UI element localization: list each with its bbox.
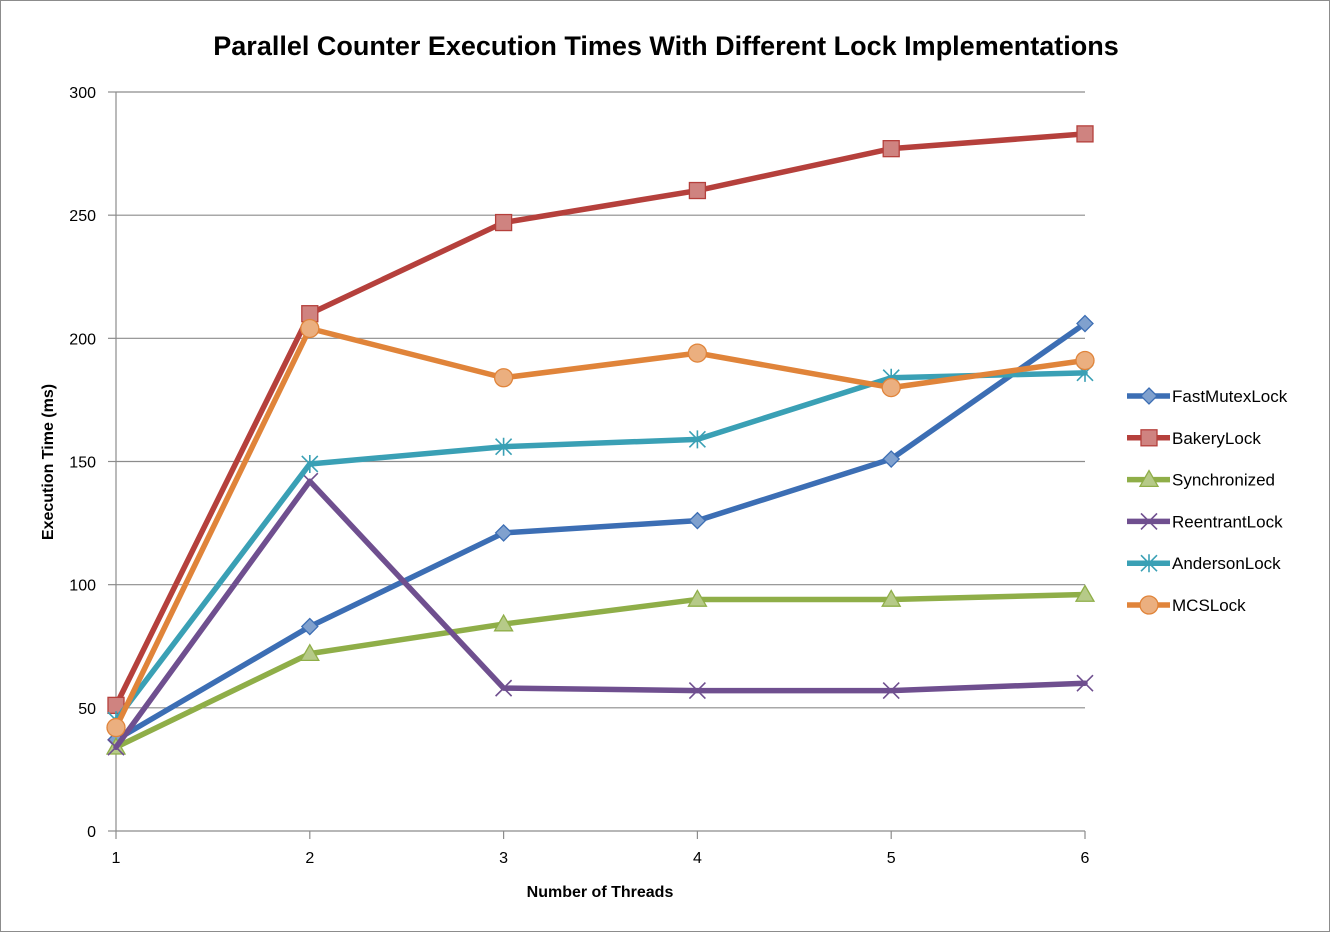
y-tick-label: 250 — [69, 208, 96, 225]
data-point — [882, 682, 900, 700]
legend-item: FastMutexLock — [1127, 387, 1288, 406]
legend-marker — [1140, 512, 1158, 530]
x-tick-label: 2 — [305, 850, 314, 867]
legend-label: MCSLock — [1172, 596, 1246, 615]
x-tick-label: 4 — [693, 850, 702, 867]
legend-label: Synchronized — [1172, 471, 1275, 490]
data-point — [688, 511, 707, 530]
y-tick-label: 200 — [69, 331, 96, 348]
legend-marker — [1139, 595, 1159, 615]
x-tick-labels: 1 2 3 4 5 6 — [112, 831, 1090, 867]
data-point — [688, 430, 706, 449]
legend-marker — [1140, 554, 1158, 573]
legend-item: MCSLock — [1127, 595, 1246, 615]
series-line — [113, 131, 1088, 709]
legend-item: AndersonLock — [1127, 554, 1281, 573]
y-tick-labels: 0 50 100 150 200 250 300 — [69, 85, 116, 841]
data-point — [300, 617, 319, 636]
data-point — [494, 524, 513, 542]
y-tick-label: 300 — [69, 85, 96, 102]
data-point — [493, 613, 514, 632]
legend-item: Synchronized — [1127, 469, 1275, 490]
legend-marker — [1140, 429, 1158, 447]
data-point — [494, 213, 513, 232]
data-point — [301, 472, 319, 490]
data-point — [495, 437, 513, 456]
data-point — [1076, 125, 1094, 143]
data-point — [1075, 350, 1095, 371]
series-mcslock — [106, 318, 1095, 738]
data-point — [687, 343, 708, 363]
data-point — [107, 738, 125, 756]
y-tick-label: 0 — [87, 824, 96, 841]
legend-label: FastMutexLock — [1172, 387, 1288, 406]
data-point — [299, 643, 320, 662]
data-point — [1076, 674, 1094, 692]
series-line — [113, 325, 1088, 731]
data-point — [493, 368, 514, 388]
x-tick-label: 5 — [887, 850, 896, 867]
series-line — [113, 370, 1088, 723]
legend-marker — [1138, 469, 1160, 488]
series-line — [113, 591, 1088, 750]
y-tick-label: 100 — [69, 578, 96, 595]
data-point — [688, 181, 707, 200]
legend-marker — [1140, 387, 1158, 405]
series-synchronized — [105, 584, 1096, 755]
series-reentrantlock — [107, 472, 1094, 756]
data-point — [495, 679, 513, 697]
data-point — [301, 454, 319, 473]
data-point — [882, 450, 901, 468]
data-point — [881, 377, 901, 398]
data-point — [882, 140, 900, 158]
data-point — [300, 318, 320, 339]
y-tick-label: 50 — [78, 701, 96, 718]
y-tick-label: 150 — [69, 455, 96, 472]
legend-item: BakeryLock — [1127, 429, 1261, 448]
series-bakerylock — [107, 125, 1094, 715]
legend: FastMutexLock BakeryLock Synchronized Reent… — [1127, 387, 1288, 615]
legend-label: BakeryLock — [1172, 429, 1261, 448]
x-tick-label: 1 — [112, 850, 121, 867]
x-tick-label: 3 — [499, 850, 508, 867]
data-point — [1074, 584, 1096, 602]
legend-item: ReentrantLock — [1127, 512, 1283, 531]
gridlines — [116, 91, 1085, 709]
data-point — [106, 717, 126, 738]
series-line — [113, 320, 1088, 743]
data-point — [687, 589, 708, 607]
data-point — [1076, 314, 1094, 333]
x-axis-title: Number of Threads — [527, 884, 674, 901]
chart-title: Parallel Counter Execution Times With Di… — [213, 31, 1118, 61]
series-line — [113, 478, 1088, 750]
data-point — [881, 589, 902, 607]
legend-label: AndersonLock — [1172, 554, 1281, 573]
series-lines — [105, 125, 1096, 756]
x-tick-label: 6 — [1081, 850, 1090, 867]
legend-label: ReentrantLock — [1172, 512, 1283, 531]
data-point — [688, 682, 706, 700]
y-axis-title: Execution Time (ms) — [40, 384, 57, 540]
